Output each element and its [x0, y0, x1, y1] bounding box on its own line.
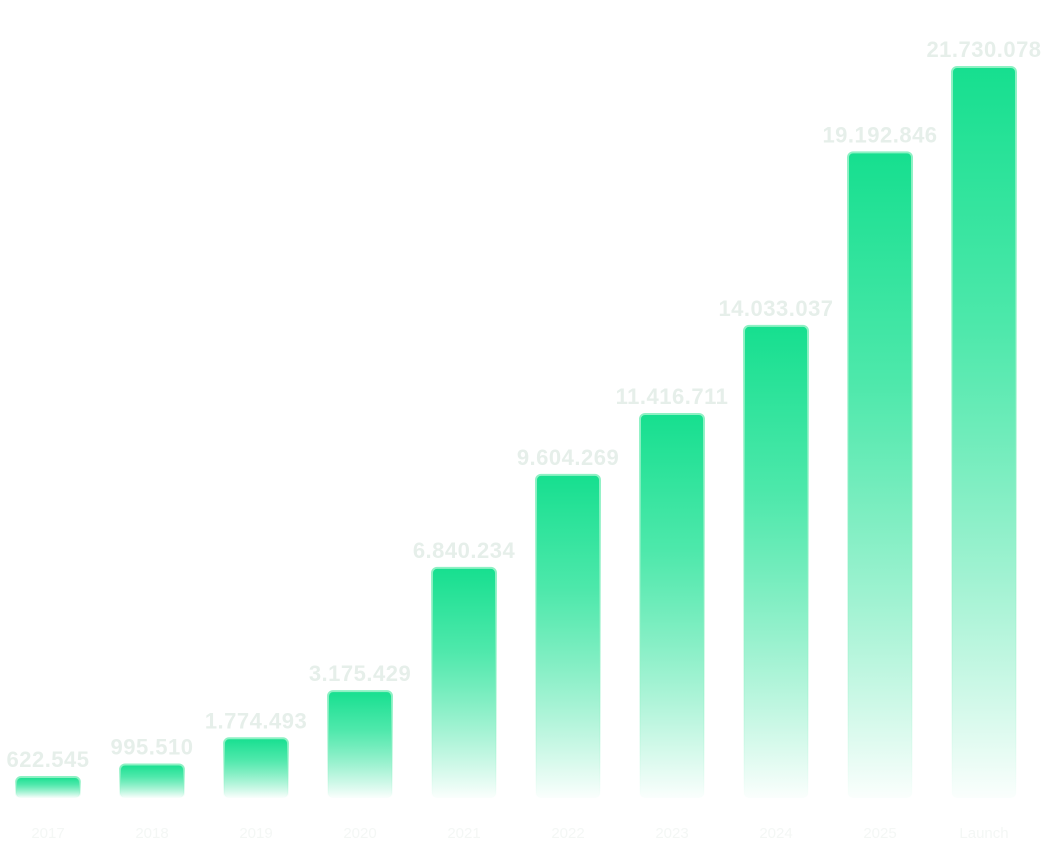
category-label-2018: 2018 — [135, 825, 168, 842]
bar-2019 — [223, 737, 289, 799]
category-label-2019: 2019 — [239, 825, 272, 842]
category-label-2020: 2020 — [343, 825, 376, 842]
bar-2017 — [15, 776, 81, 799]
value-label-2017: 622.545 — [6, 747, 89, 772]
bars — [15, 66, 1017, 800]
bar-2022 — [535, 473, 601, 799]
value-label-2025: 19.192.846 — [822, 122, 937, 147]
bar-2021 — [431, 566, 497, 799]
bar-2025 — [847, 151, 913, 800]
category-labels: 2017 2018 2019 2020 2021 2022 2023 2024 2025 Laun… — [31, 825, 1008, 842]
value-label-2018: 995.510 — [110, 735, 193, 760]
category-label-2022: 2022 — [551, 825, 584, 842]
bar-2020 — [327, 690, 393, 799]
bar-2023 — [639, 412, 705, 799]
value-label-2024: 14.033.037 — [718, 296, 833, 321]
bar-launch — [951, 66, 1017, 799]
category-label-2017: 2017 — [31, 825, 64, 842]
value-label-launch: 21.730.078 — [926, 37, 1041, 62]
value-label-2022: 9.604.269 — [517, 445, 619, 470]
category-label-2024: 2024 — [759, 825, 792, 842]
bar-2018 — [119, 763, 185, 800]
value-label-2021: 6.840.234 — [413, 538, 516, 563]
value-label-2019: 1.774.493 — [205, 708, 307, 733]
category-label-2023: 2023 — [655, 825, 688, 842]
category-label-2021: 2021 — [447, 825, 480, 842]
value-label-2020: 3.175.429 — [309, 661, 411, 686]
value-label-2023: 11.416.711 — [616, 384, 729, 409]
category-label-2025: 2025 — [863, 825, 896, 842]
category-label-launch: Launch — [959, 825, 1008, 842]
bar-2024 — [743, 324, 809, 799]
